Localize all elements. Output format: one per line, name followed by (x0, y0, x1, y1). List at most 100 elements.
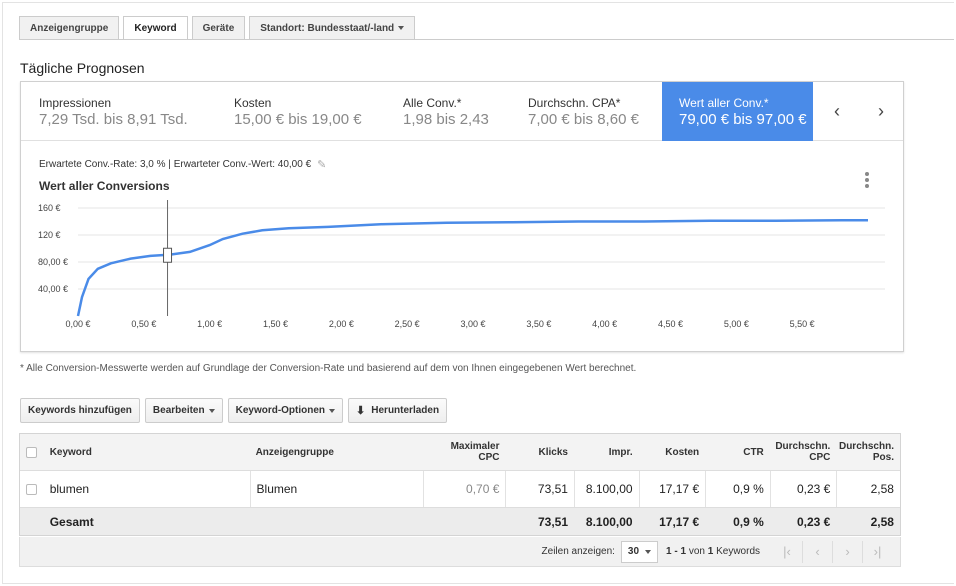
total-ctr: 0,9 % (733, 514, 764, 529)
cell-avg-pos: 2,58 (836, 471, 900, 507)
col-clicks[interactable]: Klicks (538, 446, 568, 458)
x-tick-label: 3,50 € (526, 319, 551, 329)
last-page-icon[interactable]: ›| (862, 540, 892, 563)
col-adgroup[interactable]: Anzeigengruppe (255, 446, 334, 458)
col-keyword[interactable]: Keyword (49, 446, 92, 458)
total-count: 1 (707, 546, 714, 557)
cell-impr: 8.100,00 (573, 471, 639, 507)
metric-cost[interactable]: Kosten 15,00 € bis 19,00 € (234, 82, 362, 141)
series-line (76, 218, 868, 317)
tab-devices[interactable]: Geräte (191, 16, 246, 40)
button-label: Herunterladen (371, 405, 440, 416)
chevron-down-icon (398, 26, 405, 30)
metric-value: 7,29 Tsd. bis 8,91 Tsd. (39, 111, 188, 128)
select-all-checkbox[interactable] (26, 446, 37, 458)
keyword-options-dropdown[interactable]: Keyword-Optionen (227, 398, 344, 423)
chevron-down-icon (208, 408, 215, 413)
cell-avg-cpc: 0,23 € (769, 471, 837, 507)
button-label: Keyword-Optionen (235, 405, 326, 416)
col-impr[interactable]: Impr. (608, 446, 633, 458)
chevron-left-icon: ‹ (834, 101, 840, 121)
metric-label: Durchschn. CPA* (528, 96, 621, 110)
x-tick-label: 5,50 € (790, 319, 815, 329)
tab-adgroup[interactable]: Anzeigengruppe (19, 16, 120, 40)
page-size-select[interactable]: 30 (620, 540, 659, 563)
edit-dropdown[interactable]: Bearbeiten (144, 398, 223, 423)
pagination: Zeilen anzeigen: 30 1 - 1 von 1 Keywords… (19, 537, 901, 567)
x-tick-label: 2,00 € (329, 319, 354, 329)
tab-bar: Anzeigengruppe Keyword Geräte Standort: … (19, 16, 419, 40)
col-avg-pos[interactable]: Durchschn. Pos. (838, 441, 894, 463)
of-label: von (688, 546, 705, 557)
cursor-handle (163, 247, 173, 263)
chevron-down-icon (645, 549, 652, 554)
metric-avg-cpa[interactable]: Durchschn. CPA* 7,00 € bis 8,60 € (528, 82, 639, 141)
metric-all-conv[interactable]: Alle Conv.* 1,98 bis 2,43 (403, 82, 489, 141)
y-tick-label: 120 € (38, 230, 61, 240)
metric-label: Impressionen (39, 96, 112, 110)
more-vert-icon[interactable] (859, 170, 875, 190)
button-label: Bearbeiten (152, 405, 205, 416)
x-tick-label: 3,00 € (460, 319, 485, 329)
metric-value: 7,00 € bis 8,60 € (528, 111, 639, 128)
metrics-prev-button[interactable]: ‹ (815, 82, 859, 141)
total-cost: 17,17 € (659, 514, 700, 529)
tab-location[interactable]: Standort: Bundesstaat/-land (249, 16, 416, 40)
x-tick-label: 2,50 € (395, 319, 420, 329)
total-impr: 8.100,00 (585, 514, 633, 529)
page-range: 1 - 1 (666, 546, 687, 557)
chevron-right-icon: › (878, 101, 884, 121)
x-tick-label: 0,00 € (65, 319, 90, 329)
x-tick-label: 1,00 € (197, 319, 222, 329)
page-size-value: 30 (627, 546, 640, 557)
total-avg-pos: 2,58 (870, 514, 894, 529)
pager-buttons: |‹ ‹ › ›| (772, 540, 892, 563)
cell-max-cpc[interactable]: 0,70 € (423, 471, 505, 507)
tab-divider (19, 39, 954, 40)
metric-label: Alle Conv.* (403, 96, 462, 110)
chart-svg: 40,00 € 80,00 € 120 € 160 € 0,00 € 0,50 € 1,00… (38, 200, 885, 329)
y-tick-label: 160 € (38, 203, 61, 213)
forecast-card: Impressionen 7,29 Tsd. bis 8,91 Tsd. Kos… (20, 81, 904, 352)
col-max-cpc[interactable]: Maximaler CPC (450, 441, 500, 463)
metrics-next-button[interactable]: › (859, 82, 903, 141)
keywords-table: Keyword Anzeigengruppe Maximaler CPC Kli… (19, 433, 901, 536)
tab-keyword[interactable]: Keyword (123, 16, 188, 40)
col-ctr[interactable]: CTR (743, 446, 764, 458)
add-keywords-button[interactable]: Keywords hinzufügen (20, 398, 140, 423)
cell-clicks: 73,51 (505, 471, 574, 507)
metric-value: 1,98 bis 2,43 (403, 111, 489, 128)
tab-label: Standort: Bundesstaat/-land (260, 22, 395, 34)
download-icon: ⬇ (356, 405, 366, 417)
total-clicks: 73,51 (537, 514, 568, 529)
x-tick-label: 1,50 € (263, 319, 288, 329)
x-tick-label: 0,50 € (131, 319, 156, 329)
rows-label: Zeilen anzeigen: (541, 546, 615, 557)
prev-page-icon[interactable]: ‹ (802, 540, 832, 563)
metric-label: Kosten (234, 96, 272, 110)
x-tick-label: 4,50 € (658, 319, 683, 329)
conversion-info-text: Erwartete Conv.-Rate: 3,0 % | Erwarteter… (39, 159, 312, 170)
metric-label: Wert aller Conv.* (679, 96, 769, 110)
total-label: Gesamt (49, 514, 94, 529)
metric-value: 79,00 € bis 97,00 € (679, 111, 807, 128)
cell-ctr: 0,9 % (705, 471, 770, 507)
y-tick-label: 80,00 € (38, 257, 68, 267)
tab-label: Keyword (134, 22, 177, 34)
y-tick-label: 40,00 € (38, 284, 68, 294)
x-tick-label: 5,00 € (724, 319, 749, 329)
row-checkbox[interactable] (26, 483, 37, 495)
metric-impressions[interactable]: Impressionen 7,29 Tsd. bis 8,91 Tsd. (39, 82, 188, 141)
first-page-icon[interactable]: |‹ (783, 544, 791, 559)
cell-adgroup[interactable]: Blumen (249, 471, 424, 507)
pencil-icon[interactable]: ✎ (317, 159, 327, 171)
col-avg-cpc[interactable]: Durchschn. CPC (775, 441, 831, 463)
next-page-icon[interactable]: › (832, 540, 862, 563)
col-cost[interactable]: Kosten (665, 446, 700, 458)
total-row: Gesamt 73,51 8.100,00 17,17 € 0,9 % 0,23… (20, 508, 900, 535)
metric-all-conv-value[interactable]: Wert aller Conv.* 79,00 € bis 97,00 € (662, 82, 813, 141)
table-row: blumen Blumen 0,70 € 73,51 8.100,00 17,1… (20, 471, 900, 508)
cell-keyword[interactable]: blumen (49, 482, 90, 496)
download-button[interactable]: ⬇ Herunterladen (348, 398, 448, 423)
